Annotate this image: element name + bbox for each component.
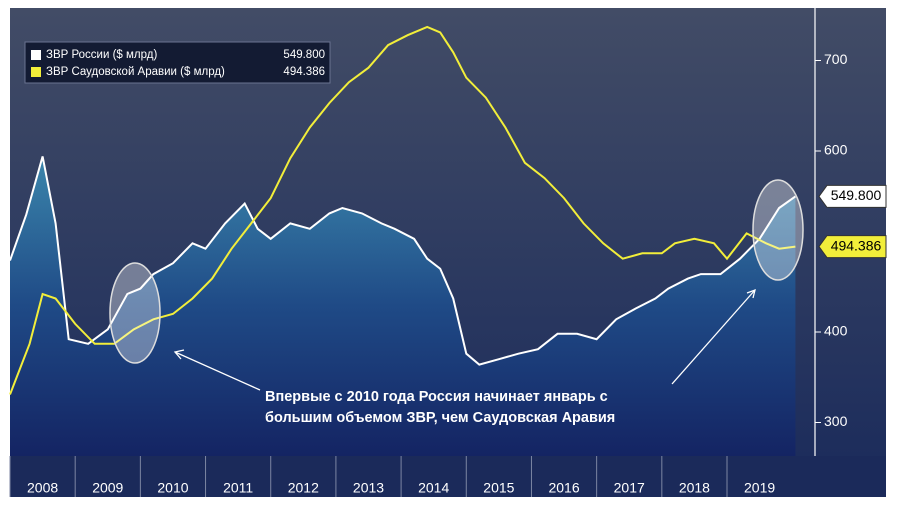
arrow-head	[746, 288, 756, 299]
legend-swatch	[31, 50, 41, 60]
series-line	[9, 156, 796, 366]
highlight	[752, 179, 804, 281]
end-tag-label: 549.800	[831, 187, 882, 203]
x-tick-label: 2016	[548, 480, 579, 496]
legend-value: 549.800	[283, 49, 325, 61]
arrow	[174, 351, 261, 391]
x-axis-band	[10, 456, 886, 497]
annotation: большим объемом ЗВР, чем Саудовская Арав…	[265, 410, 615, 426]
x-tick-label: 2010	[157, 480, 188, 496]
arrow-head	[173, 349, 185, 360]
x-tick-label: 2009	[92, 480, 123, 496]
y-tick-label: 700	[824, 51, 848, 67]
legend-swatch	[31, 67, 41, 77]
x-tick-label: 2013	[353, 480, 384, 496]
series-line	[9, 25, 796, 395]
x-tick-label: 2011	[223, 480, 253, 496]
y-tick-label: 600	[824, 142, 848, 158]
area	[10, 156, 796, 456]
legend-label: ЗВР Саудовской Аравии ($ млрд)	[46, 66, 225, 78]
end-tag-label: 494.386	[831, 237, 882, 253]
arrow	[671, 289, 756, 385]
x-tick-label: 2018	[679, 480, 710, 496]
legend-value: 494.386	[283, 66, 325, 78]
end-tag-box	[818, 235, 887, 259]
end-tag-box	[818, 184, 887, 208]
x-tick-label: 2019	[744, 480, 775, 496]
highlight	[109, 262, 161, 364]
annotation: Впервые с 2010 года Россия начинает янва…	[265, 389, 608, 405]
legend-label: ЗВР России ($ млрд)	[46, 49, 157, 61]
end-tag: 494.386	[818, 235, 887, 259]
y-tick-label: 400	[824, 323, 848, 339]
end-tag: 549.800	[818, 184, 887, 208]
x-tick-label: 2017	[614, 480, 645, 496]
x-tick-label: 2014	[418, 480, 449, 496]
x-tick-label: 2015	[483, 480, 514, 496]
x-tick-label: 2012	[288, 480, 319, 496]
y-tick-label: 300	[824, 413, 848, 429]
x-tick-label: 2008	[27, 480, 58, 496]
legend	[24, 41, 331, 84]
